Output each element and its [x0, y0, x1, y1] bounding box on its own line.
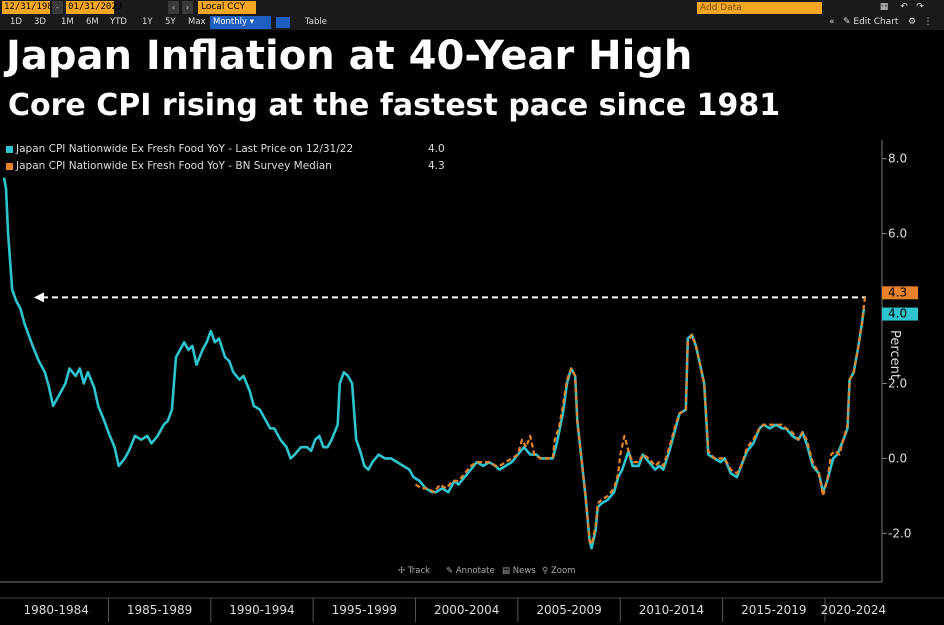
- currency-select[interactable]: Local CCY: [198, 1, 256, 14]
- period-1d[interactable]: 1D: [10, 17, 22, 27]
- chart-legend: Japan CPI Nationwide Ex Fresh Food YoY -…: [6, 141, 445, 175]
- y-tick-label: -2.0: [888, 526, 911, 540]
- undo-icon[interactable]: ↶: [900, 2, 908, 12]
- more-icon[interactable]: ⋮: [923, 17, 933, 27]
- x-category-label: 2010-2014: [639, 603, 704, 617]
- news-hint[interactable]: ▤ News: [502, 566, 536, 576]
- start-date-field[interactable]: 12/31/1980: [2, 1, 59, 14]
- collapse-icon[interactable]: «: [829, 17, 835, 27]
- legend-value: 4.0: [428, 143, 445, 155]
- y-tick-label: 8.0: [888, 152, 907, 166]
- legend-swatch-orange: [6, 162, 13, 170]
- legend-swatch-cyan: [6, 145, 13, 153]
- x-category-label: 1990-1994: [229, 603, 294, 617]
- period-1y[interactable]: 1Y: [142, 17, 153, 27]
- x-category-label: 1980-1984: [23, 603, 88, 617]
- prev-period-button[interactable]: ‹: [168, 1, 179, 14]
- last-value-badge: [882, 286, 918, 300]
- y-tick-label: 6.0: [888, 227, 907, 241]
- date-separator: -: [52, 1, 63, 14]
- period-6m[interactable]: 6M: [86, 17, 99, 27]
- last-value-badge: [882, 307, 918, 321]
- chart-title: Japan Inflation at 40-Year High: [6, 33, 693, 79]
- frequency-select[interactable]: Monthly ▾: [210, 16, 271, 29]
- edit-chart-label: Edit Chart: [853, 17, 899, 27]
- legend-item-last-price[interactable]: Japan CPI Nationwide Ex Fresh Food YoY -…: [6, 141, 445, 158]
- x-category-label: 1985-1989: [127, 603, 192, 617]
- redo-icon[interactable]: ↷: [916, 2, 924, 12]
- period-5y[interactable]: 5Y: [165, 17, 176, 27]
- track-label: Track: [407, 566, 431, 576]
- legend-item-survey-median[interactable]: Japan CPI Nationwide Ex Fresh Food YoY -…: [6, 158, 445, 175]
- zoom-label: Zoom: [550, 566, 576, 576]
- legend-value: 4.3: [428, 160, 445, 172]
- y-tick-label: 0.0: [888, 451, 907, 465]
- settings-icon[interactable]: ⚙: [907, 17, 917, 27]
- edit-chart-button[interactable]: ✎ Edit Chart: [843, 17, 899, 27]
- period-ytd[interactable]: YTD: [110, 17, 127, 27]
- end-date-field[interactable]: 01/31/2023: [66, 1, 123, 14]
- zoom-hint[interactable]: ⚲ Zoom: [542, 566, 576, 576]
- x-category-label: 2000-2004: [434, 603, 499, 617]
- y-axis-label: Percent: [887, 330, 902, 379]
- legend-label: Japan CPI Nationwide Ex Fresh Food YoY -…: [16, 143, 354, 155]
- x-category-label: 2005-2009: [536, 603, 601, 617]
- last-value-label: 4.3: [888, 285, 907, 299]
- next-period-button[interactable]: ›: [182, 1, 193, 14]
- y-tick-label: 2.0: [888, 376, 907, 390]
- chart-toolbar: 12/31/1980 - 01/31/2023 ‹ › Local CCY Ad…: [0, 0, 944, 30]
- frequency-label: Monthly: [213, 17, 248, 27]
- period-3d[interactable]: 3D: [34, 17, 46, 27]
- toolbar-row-dates: 12/31/1980 - 01/31/2023 ‹ › Local CCY Ad…: [0, 1, 944, 15]
- toolbar-row-periods: 1D 3D 1M 6M YTD 1Y 5Y Max Monthly ▾ Tabl…: [0, 16, 944, 29]
- x-category-label: 2015-2019: [741, 603, 806, 617]
- grid-icon[interactable]: ▦: [879, 2, 889, 12]
- legend-label: Japan CPI Nationwide Ex Fresh Food YoY -…: [16, 160, 332, 172]
- annotate-label: Annotate: [455, 566, 495, 576]
- x-category-label: 2020-2024: [821, 603, 886, 617]
- x-category-label: 1995-1999: [332, 603, 397, 617]
- chart-subtitle: Core CPI rising at the fastest pace sinc…: [8, 88, 781, 123]
- table-button[interactable]: Table: [305, 17, 327, 27]
- chart-type-icon[interactable]: [276, 17, 290, 28]
- series-line-survey-median: [414, 297, 866, 546]
- last-value-label: 4.0: [888, 307, 907, 321]
- period-1m[interactable]: 1M: [61, 17, 74, 27]
- period-max[interactable]: Max: [188, 17, 206, 27]
- news-label: News: [512, 566, 536, 576]
- track-hint[interactable]: ✢ Track: [398, 566, 431, 576]
- add-data-input[interactable]: Add Data: [697, 2, 822, 14]
- reference-arrowhead: [34, 292, 44, 303]
- annotate-hint[interactable]: ✎ Annotate: [446, 566, 495, 576]
